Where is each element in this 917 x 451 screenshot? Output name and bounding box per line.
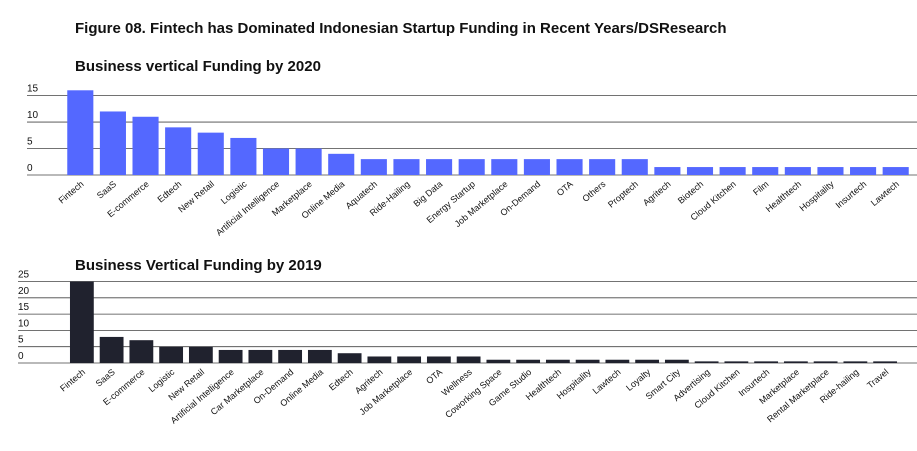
bar (295, 148, 322, 175)
bar (850, 167, 877, 175)
bar (589, 159, 616, 175)
bar (262, 148, 290, 175)
bar (664, 359, 689, 363)
bar (248, 349, 273, 363)
bar (621, 159, 648, 175)
bar (456, 356, 481, 363)
x-tick-label: Agritech (641, 179, 673, 208)
bar (516, 359, 541, 363)
x-tick-label: Insurtech (834, 179, 869, 210)
bar (523, 159, 550, 175)
bar (165, 127, 192, 175)
chart-2019: Business Vertical Funding by 2019 0 5 10 15 2… (18, 257, 917, 426)
bar (813, 361, 838, 363)
chart-title: Business Vertical Funding by 2019 (75, 257, 322, 274)
bar (230, 137, 257, 175)
x-tick-label: Proptech (606, 179, 640, 210)
y-tick-label: 0 (27, 163, 33, 174)
bar (843, 361, 868, 363)
bar (635, 359, 660, 363)
x-tick-label: New Retail (176, 179, 216, 215)
bar (719, 167, 746, 175)
bar (159, 346, 184, 363)
bar (397, 356, 422, 363)
bar (545, 359, 570, 363)
y-tick-label: 15 (27, 84, 39, 95)
bar (556, 159, 583, 175)
bar (426, 356, 451, 363)
bar (882, 167, 909, 175)
x-tick-label: Fintech (58, 367, 87, 394)
bar (575, 359, 600, 363)
x-tick-label: SaaS (95, 179, 118, 201)
x-tick-label: Logistic (219, 179, 249, 207)
bar (218, 349, 243, 363)
bar (132, 116, 159, 175)
bar (307, 349, 332, 363)
x-tick-label: Lawtech (869, 179, 901, 208)
bar (873, 361, 898, 363)
y-tick-label: 5 (27, 137, 33, 148)
bar (393, 159, 420, 175)
bar (817, 167, 844, 175)
bar (67, 90, 94, 175)
bar (491, 159, 518, 175)
bar (278, 349, 303, 363)
bar (754, 361, 779, 363)
x-tick-label: Car Marketplace (209, 367, 266, 417)
x-tick-label: SaaS (94, 367, 117, 389)
x-tick-label: OTA (555, 179, 575, 198)
bar (129, 340, 154, 363)
bar (360, 159, 387, 175)
x-tick-label: Fintech (57, 179, 86, 206)
bar (188, 346, 213, 363)
x-tick-label: Healthtech (764, 179, 803, 214)
x-tick-label: Lawtech (591, 367, 623, 396)
y-tick-label: 20 (18, 286, 30, 297)
x-tick-label: Edtech (156, 179, 184, 205)
bar (784, 167, 811, 175)
bar (197, 132, 224, 175)
y-tick-label: 10 (18, 318, 30, 329)
bar (654, 167, 681, 175)
bar (99, 336, 124, 363)
bar (99, 111, 126, 175)
x-tick-label: Others (580, 179, 608, 204)
bar (694, 361, 719, 363)
bar (426, 159, 453, 175)
y-tick-label: 15 (18, 302, 30, 313)
chart-2020: Business vertical Funding by 2020 0 5 10 15 F… (27, 58, 917, 238)
x-tick-label: Hospitality (798, 179, 837, 214)
x-tick-label: Edtech (327, 367, 355, 393)
figure-title: Figure 08. Fintech has Dominated Indones… (75, 20, 727, 37)
y-tick-label: 5 (18, 335, 24, 346)
bar (752, 167, 779, 175)
x-tick-label: OTA (424, 367, 444, 386)
x-tick-label: Biotech (676, 179, 705, 206)
x-tick-label: Travel (865, 367, 890, 391)
chart-title: Business vertical Funding by 2020 (75, 58, 321, 75)
y-tick-label: 0 (18, 351, 24, 362)
bar (328, 153, 355, 175)
y-tick-label: 25 (18, 270, 30, 281)
y-tick-label: 10 (27, 110, 39, 121)
bar (605, 359, 630, 363)
x-tick-label: Job Marketplace (357, 367, 414, 417)
bar (337, 353, 362, 363)
bar (458, 159, 485, 175)
bar (783, 361, 808, 363)
bar (69, 281, 94, 363)
bar (367, 356, 392, 363)
bar (724, 361, 749, 363)
bar (486, 359, 511, 363)
bar (686, 167, 714, 175)
x-tick-label: Film (751, 179, 770, 198)
